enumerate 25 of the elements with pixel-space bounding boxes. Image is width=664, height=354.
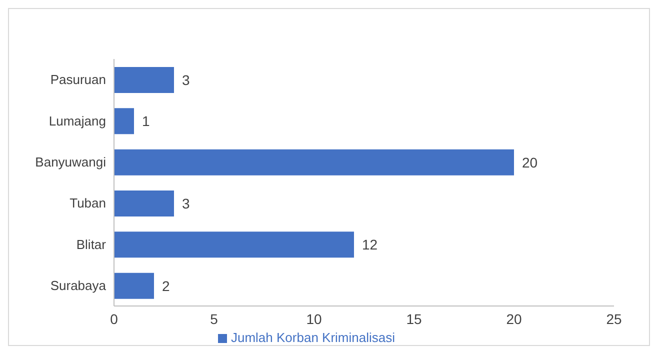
data-label: 2 <box>162 278 170 294</box>
x-tick-label: 5 <box>210 310 218 327</box>
bar <box>114 108 134 134</box>
bar <box>114 190 174 216</box>
data-label: 1 <box>142 113 150 130</box>
y-tick-label: Lumajang <box>48 113 106 128</box>
y-tick-label: Surabaya <box>50 278 107 294</box>
x-tick-label: 25 <box>606 310 622 327</box>
legend-label: Jumlah Korban Kriminalisasi <box>230 330 395 345</box>
x-tick-label: 20 <box>506 310 522 327</box>
y-tick-label: Tuban <box>70 196 106 211</box>
data-label: 3 <box>182 195 190 212</box>
y-tick-label: Blitar <box>76 236 107 252</box>
data-label: 12 <box>362 236 378 253</box>
bar <box>114 272 154 299</box>
bar <box>114 232 354 258</box>
y-tick-label: Pasuruan <box>50 72 106 88</box>
y-tick-label: Banyuwangi <box>35 154 106 170</box>
x-tick-label: 0 <box>110 310 118 327</box>
x-tick-label: 15 <box>406 310 422 327</box>
data-label: 20 <box>522 154 538 170</box>
bar <box>114 149 514 176</box>
data-label: 3 <box>182 72 190 88</box>
x-tick-label: 10 <box>306 310 322 327</box>
bar <box>114 67 174 93</box>
